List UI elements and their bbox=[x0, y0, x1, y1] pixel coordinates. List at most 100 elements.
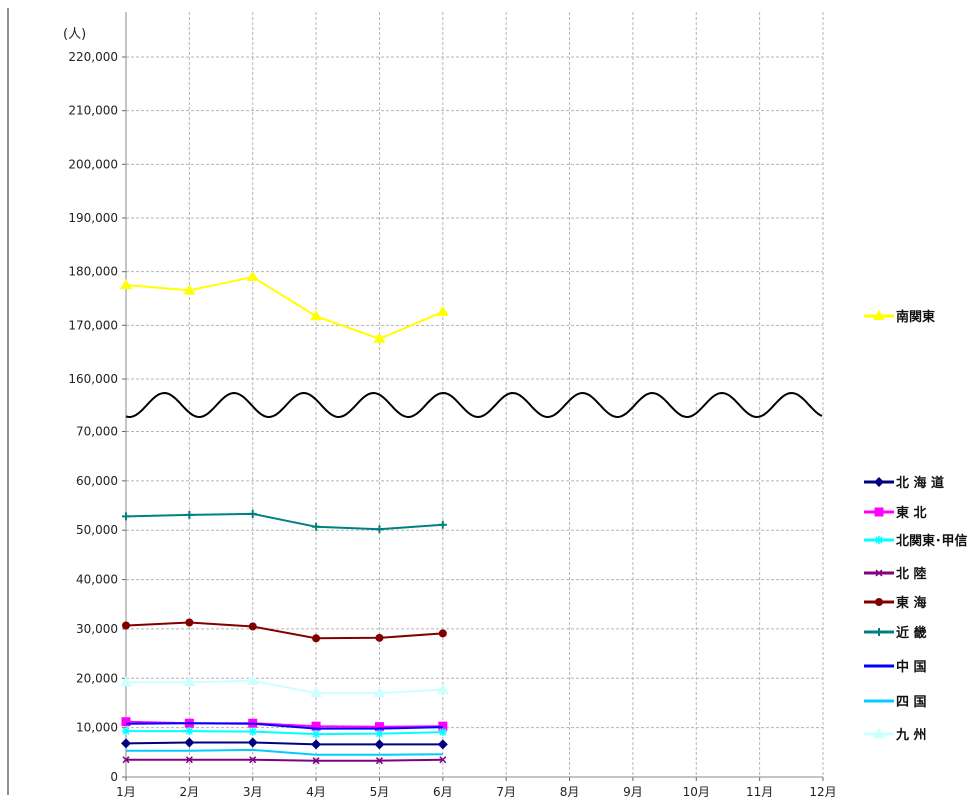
series-lines bbox=[120, 271, 449, 765]
data-point bbox=[183, 284, 196, 295]
series-line bbox=[125, 621, 443, 640]
y-tick-label: 160,000 bbox=[68, 372, 118, 386]
x-tick-label: 8月 bbox=[560, 785, 580, 799]
data-point bbox=[248, 622, 257, 631]
x-tick-label: 4月 bbox=[306, 785, 326, 799]
legend-marker bbox=[875, 569, 883, 577]
series-3 bbox=[122, 727, 447, 739]
data-point bbox=[374, 722, 384, 732]
data-point bbox=[375, 633, 384, 642]
data-point bbox=[248, 509, 257, 518]
data-point bbox=[374, 739, 385, 750]
data-point bbox=[185, 756, 193, 764]
data-point bbox=[438, 728, 447, 737]
y-tick-label: 180,000 bbox=[68, 265, 118, 279]
data-point bbox=[310, 687, 323, 698]
data-point bbox=[122, 727, 130, 736]
data-point bbox=[373, 332, 386, 343]
legend-label: 九 州 bbox=[895, 728, 927, 743]
axes bbox=[122, 12, 824, 781]
series-line bbox=[125, 741, 443, 746]
x-tick-label: 1月 bbox=[116, 785, 136, 799]
data-point bbox=[248, 727, 257, 736]
legend-label: 四 国 bbox=[896, 695, 927, 710]
data-point bbox=[438, 721, 448, 731]
data-point bbox=[312, 730, 321, 739]
legend-marker bbox=[874, 507, 884, 517]
y-tick-label: 170,000 bbox=[68, 318, 118, 332]
series-9 bbox=[120, 674, 449, 698]
legend-label: 北 海 道 bbox=[896, 475, 944, 491]
data-point bbox=[121, 738, 131, 749]
series-7 bbox=[125, 722, 443, 730]
legend-marker bbox=[875, 628, 883, 636]
data-point bbox=[438, 520, 447, 529]
data-point bbox=[122, 621, 130, 630]
series-5 bbox=[122, 618, 447, 643]
series-6 bbox=[122, 509, 447, 534]
legend-item: 東 海 bbox=[864, 595, 927, 611]
legend-item: 四 国 bbox=[864, 695, 927, 710]
legend-item: 九 州 bbox=[864, 728, 927, 743]
legend-item: 東 北 bbox=[864, 505, 927, 521]
legend-label: 北 陸 bbox=[896, 566, 927, 582]
data-point bbox=[122, 512, 130, 521]
series-line bbox=[125, 512, 443, 531]
legend-label: 中 国 bbox=[896, 659, 927, 675]
x-tick-label: 2月 bbox=[180, 785, 200, 799]
x-tick-label: 12月 bbox=[809, 785, 836, 799]
series-4 bbox=[122, 756, 447, 765]
x-tick-label: 11月 bbox=[746, 785, 773, 799]
data-point bbox=[121, 717, 131, 727]
y-tick-label: 60,000 bbox=[76, 474, 118, 488]
data-point bbox=[311, 721, 321, 731]
data-point bbox=[185, 727, 194, 736]
data-point bbox=[249, 756, 257, 764]
y-tick-label: 220,000 bbox=[68, 50, 118, 64]
x-tick-label: 9月 bbox=[623, 785, 643, 799]
y-axis-unit-label: (人) bbox=[63, 27, 86, 42]
data-point bbox=[312, 757, 320, 765]
x-tick-label: 7月 bbox=[496, 785, 516, 799]
x-tick-labels: 1月 2月 3月 4月 5月 6月 7月 8月 9月 10月 11月 12月 bbox=[116, 785, 836, 799]
series-line bbox=[126, 730, 443, 736]
data-point bbox=[185, 510, 194, 519]
series-1 bbox=[121, 737, 448, 750]
legend-label: 近 畿 bbox=[896, 625, 927, 641]
y-tick-label: 70,000 bbox=[76, 425, 118, 439]
data-point bbox=[246, 674, 259, 685]
series-8 bbox=[126, 748, 443, 756]
data-point bbox=[246, 271, 259, 282]
x-tick-label: 3月 bbox=[243, 785, 263, 799]
series-0 bbox=[120, 271, 449, 343]
data-point bbox=[375, 757, 383, 765]
data-point bbox=[312, 634, 321, 643]
data-point bbox=[311, 739, 322, 750]
data-point bbox=[310, 310, 323, 321]
data-point bbox=[120, 279, 132, 290]
y-tick-label: 0 bbox=[110, 770, 118, 784]
series-line bbox=[125, 275, 444, 340]
data-point bbox=[373, 687, 386, 698]
x-tick-label: 5月 bbox=[370, 785, 390, 799]
y-tick-label: 20,000 bbox=[76, 671, 118, 685]
legend-marker bbox=[875, 536, 883, 544]
legend-marker bbox=[873, 728, 885, 738]
legend-item: 南関東 bbox=[864, 309, 935, 325]
data-point bbox=[439, 756, 447, 764]
data-point bbox=[436, 305, 449, 316]
data-point bbox=[312, 522, 321, 531]
series-line bbox=[126, 679, 443, 695]
data-point bbox=[375, 729, 384, 738]
data-point bbox=[120, 676, 132, 687]
legend-label: 東 海 bbox=[896, 595, 927, 611]
data-point bbox=[437, 739, 448, 750]
data-point bbox=[247, 737, 258, 748]
x-tick-label: 6月 bbox=[433, 785, 453, 799]
data-point bbox=[184, 737, 195, 748]
legend-item: 北 海 道 bbox=[864, 475, 944, 491]
legend-label: 南関東 bbox=[896, 309, 935, 325]
data-point bbox=[436, 683, 449, 694]
legend-item: 中 国 bbox=[864, 659, 927, 675]
